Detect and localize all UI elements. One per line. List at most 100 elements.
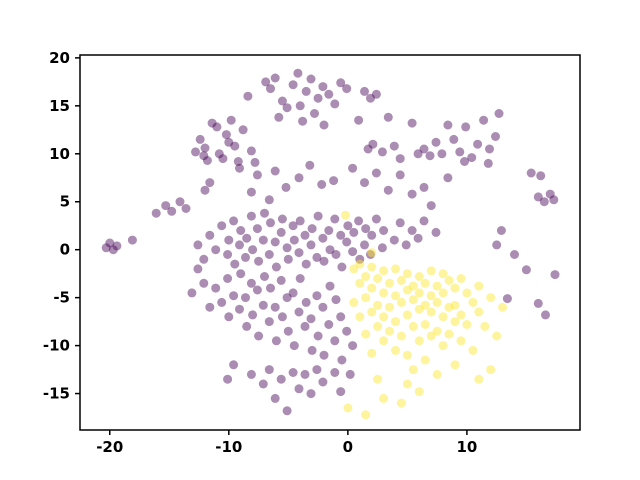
- axis-ticks-layer: -20 -10 0 10 -15 -10 -5 0 5 10 15 20: [43, 49, 477, 456]
- data-point: [341, 210, 350, 220]
- data-point: [396, 297, 406, 307]
- data-point: [289, 235, 299, 245]
- data-point: [462, 320, 472, 329]
- data-point: [241, 293, 250, 303]
- data-point: [264, 317, 274, 327]
- data-point: [319, 120, 329, 130]
- data-point: [367, 248, 377, 258]
- data-point: [371, 214, 381, 224]
- data-point: [224, 137, 234, 147]
- data-point: [426, 307, 436, 317]
- data-point: [266, 283, 275, 293]
- data-point: [371, 168, 381, 178]
- data-point: [431, 137, 441, 147]
- data-point: [342, 326, 352, 336]
- data-point: [313, 93, 323, 103]
- data-point: [127, 235, 137, 245]
- data-point: [414, 304, 424, 314]
- data-point: [329, 176, 339, 186]
- data-point: [181, 204, 191, 213]
- scatter-points-layer: [101, 68, 560, 420]
- data-point: [300, 230, 310, 240]
- data-point: [264, 195, 274, 205]
- data-point: [414, 288, 424, 298]
- data-point: [241, 252, 250, 262]
- data-point: [235, 304, 244, 314]
- data-point: [305, 160, 315, 170]
- data-point: [474, 281, 484, 291]
- data-point: [385, 326, 394, 336]
- data-point: [307, 345, 317, 355]
- data-point: [236, 226, 246, 235]
- y-tick-label: 15: [49, 97, 70, 115]
- data-point: [199, 151, 209, 161]
- data-point: [224, 235, 234, 245]
- data-point: [330, 99, 340, 109]
- data-point: [468, 345, 478, 355]
- data-point: [282, 293, 292, 303]
- data-point: [264, 250, 274, 259]
- data-point: [246, 369, 256, 379]
- data-point: [379, 288, 389, 298]
- data-point: [211, 283, 221, 293]
- data-point: [491, 132, 500, 141]
- data-point: [474, 307, 484, 317]
- data-point: [298, 116, 308, 126]
- data-point: [383, 185, 393, 195]
- data-point: [337, 262, 347, 272]
- data-point: [307, 224, 317, 234]
- data-point: [426, 291, 436, 301]
- data-point: [361, 272, 371, 281]
- data-point: [485, 144, 494, 154]
- data-point: [389, 141, 399, 151]
- data-point: [396, 398, 406, 408]
- data-point: [277, 96, 287, 106]
- data-point: [402, 285, 412, 295]
- data-point: [413, 233, 423, 243]
- y-tick-label: 5: [60, 193, 70, 211]
- data-point: [294, 173, 304, 183]
- data-point: [541, 310, 550, 320]
- data-point: [407, 118, 417, 128]
- data-point: [301, 86, 311, 96]
- data-point: [294, 248, 304, 258]
- data-point: [193, 264, 203, 274]
- data-point: [212, 122, 222, 132]
- data-point: [345, 369, 355, 379]
- data-point: [217, 297, 227, 307]
- data-point: [373, 374, 383, 384]
- data-point: [462, 288, 472, 298]
- data-point: [468, 297, 478, 307]
- data-point: [419, 216, 429, 226]
- data-point: [348, 341, 358, 351]
- data-point: [498, 302, 508, 312]
- data-point: [330, 368, 340, 377]
- data-point: [282, 103, 292, 113]
- data-point: [444, 329, 454, 339]
- data-point: [361, 410, 371, 420]
- data-point: [270, 237, 280, 247]
- data-point: [379, 226, 389, 235]
- data-point: [260, 208, 269, 218]
- data-point: [521, 265, 531, 275]
- data-point: [211, 245, 221, 255]
- data-point: [486, 293, 496, 303]
- data-point: [461, 122, 471, 132]
- x-tick-label: -20: [96, 438, 123, 456]
- data-point: [330, 336, 340, 346]
- data-point: [510, 250, 519, 259]
- data-point: [360, 240, 369, 250]
- data-point: [266, 84, 275, 94]
- data-point: [526, 168, 536, 178]
- data-point: [395, 170, 405, 180]
- data-point: [175, 197, 185, 207]
- data-point: [246, 211, 256, 221]
- data-point: [318, 82, 328, 92]
- data-point: [331, 295, 341, 305]
- data-point: [419, 144, 429, 154]
- data-point: [431, 227, 441, 237]
- data-point: [223, 274, 233, 283]
- data-point: [474, 374, 484, 384]
- data-point: [274, 112, 284, 122]
